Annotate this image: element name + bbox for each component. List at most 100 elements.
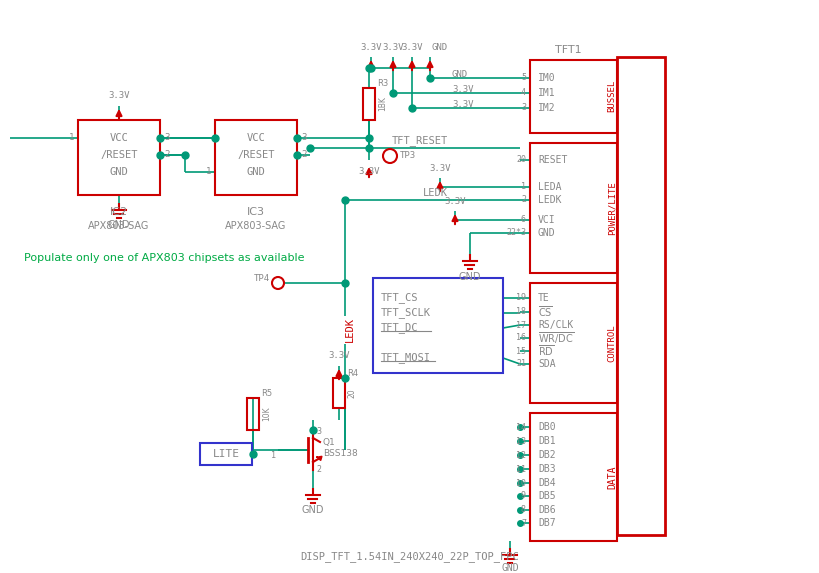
Text: CONTROL: CONTROL [607, 324, 616, 362]
Text: IM0: IM0 [537, 73, 555, 83]
Text: 1: 1 [206, 167, 210, 176]
Text: 14: 14 [515, 422, 525, 431]
Text: R4: R4 [346, 370, 358, 379]
Text: GND: GND [432, 44, 447, 53]
Text: 3.3V: 3.3V [451, 100, 473, 109]
Text: RS/CLK: RS/CLK [537, 320, 572, 330]
Text: LITE: LITE [212, 449, 239, 459]
Text: IM2: IM2 [537, 103, 555, 113]
Text: 3.3V: 3.3V [444, 198, 465, 206]
Text: VCC: VCC [110, 133, 129, 143]
Text: GND: GND [301, 505, 324, 515]
Text: 2: 2 [315, 465, 320, 474]
Text: 20: 20 [347, 388, 356, 398]
Text: TFT_MOSI: TFT_MOSI [381, 352, 431, 363]
Text: LEDA: LEDA [537, 182, 561, 192]
Text: 17: 17 [515, 320, 525, 329]
Text: /RESET: /RESET [100, 150, 138, 160]
Text: 3.3V: 3.3V [382, 44, 403, 53]
Text: GND: GND [458, 272, 481, 282]
Text: LEDK: LEDK [422, 188, 447, 198]
Text: 13: 13 [515, 437, 525, 445]
Text: R5: R5 [260, 390, 272, 398]
Text: 1: 1 [69, 134, 74, 143]
Text: TP4: TP4 [254, 274, 269, 284]
Text: $\overline{\rm{WR/DC}}$: $\overline{\rm{WR/DC}}$ [537, 330, 573, 346]
Text: GND: GND [247, 167, 265, 177]
Text: 3: 3 [301, 134, 306, 143]
Text: 1: 1 [520, 182, 525, 191]
Text: TFT1: TFT1 [554, 45, 581, 55]
Circle shape [272, 277, 283, 289]
Text: LEDK: LEDK [345, 317, 355, 343]
Text: 11: 11 [515, 465, 525, 473]
Text: BUSSEL: BUSSEL [607, 80, 616, 112]
Text: TE: TE [537, 293, 549, 303]
Text: GND: GND [451, 70, 468, 80]
Text: GND: GND [537, 228, 555, 238]
Text: DB5: DB5 [537, 491, 555, 501]
Bar [333, 378, 345, 408]
Text: /RESET: /RESET [237, 150, 274, 160]
Text: DB6: DB6 [537, 505, 555, 515]
Text: 3.3V: 3.3V [108, 92, 129, 100]
Text: Populate only one of APX803 chipsets as available: Populate only one of APX803 chipsets as … [24, 253, 304, 263]
Text: APX803-SAG: APX803-SAG [88, 221, 150, 231]
Text: TFT_CS: TFT_CS [381, 293, 418, 304]
Text: BSS138: BSS138 [323, 449, 357, 458]
Text: 21: 21 [515, 359, 525, 368]
Bar [200, 443, 251, 465]
Bar [529, 143, 616, 273]
Text: 2: 2 [164, 151, 170, 159]
Bar [363, 88, 374, 120]
Text: 3.3V: 3.3V [360, 44, 382, 53]
Text: 2: 2 [520, 195, 525, 205]
Text: SDA: SDA [537, 359, 555, 369]
Text: 3.3V: 3.3V [400, 44, 423, 53]
Text: DB2: DB2 [537, 450, 555, 460]
Text: 22*3: 22*3 [505, 229, 525, 237]
Text: 3.3V: 3.3V [328, 351, 350, 360]
Text: DATA: DATA [606, 465, 616, 489]
Text: 20: 20 [515, 155, 525, 164]
Text: APX803-SAG: APX803-SAG [225, 221, 287, 231]
Text: DB4: DB4 [537, 478, 555, 488]
Text: 3.3V: 3.3V [358, 167, 379, 176]
Text: 5: 5 [520, 73, 525, 83]
Text: GND: GND [500, 563, 518, 573]
Text: 6: 6 [520, 215, 525, 225]
Text: 1: 1 [270, 450, 276, 460]
Text: LEDK: LEDK [537, 195, 561, 205]
Text: IM1: IM1 [537, 88, 555, 98]
Text: 8: 8 [520, 505, 525, 515]
Text: 12: 12 [515, 450, 525, 460]
Text: 3.3V: 3.3V [428, 164, 450, 174]
Bar [529, 413, 616, 541]
Text: 10K: 10K [262, 407, 270, 421]
Text: TFT_RESET: TFT_RESET [391, 136, 447, 147]
Bar [529, 283, 616, 403]
Text: POWER/LITE: POWER/LITE [607, 181, 616, 235]
Text: GND: GND [110, 167, 129, 177]
Text: 4: 4 [520, 88, 525, 97]
Text: DB7: DB7 [537, 518, 555, 528]
Text: 1BK: 1BK [378, 97, 387, 111]
Text: 7: 7 [520, 519, 525, 528]
Text: DB3: DB3 [537, 464, 555, 474]
Text: RESET: RESET [537, 155, 567, 165]
Text: 3.3V: 3.3V [451, 85, 473, 95]
Text: GND: GND [107, 220, 130, 230]
Text: TFT_DC: TFT_DC [381, 323, 418, 333]
Text: Q1: Q1 [323, 438, 335, 446]
Text: VCC: VCC [247, 133, 265, 143]
Text: $\overline{\rm{CS}}$: $\overline{\rm{CS}}$ [537, 305, 552, 319]
Text: 3: 3 [520, 104, 525, 112]
Text: 18: 18 [515, 308, 525, 316]
Text: 10: 10 [515, 478, 525, 488]
Text: DB0: DB0 [537, 422, 555, 432]
Text: 16: 16 [515, 333, 525, 343]
Bar [78, 120, 160, 195]
Text: 3: 3 [315, 427, 320, 437]
Bar [616, 57, 664, 535]
Bar [373, 278, 502, 373]
